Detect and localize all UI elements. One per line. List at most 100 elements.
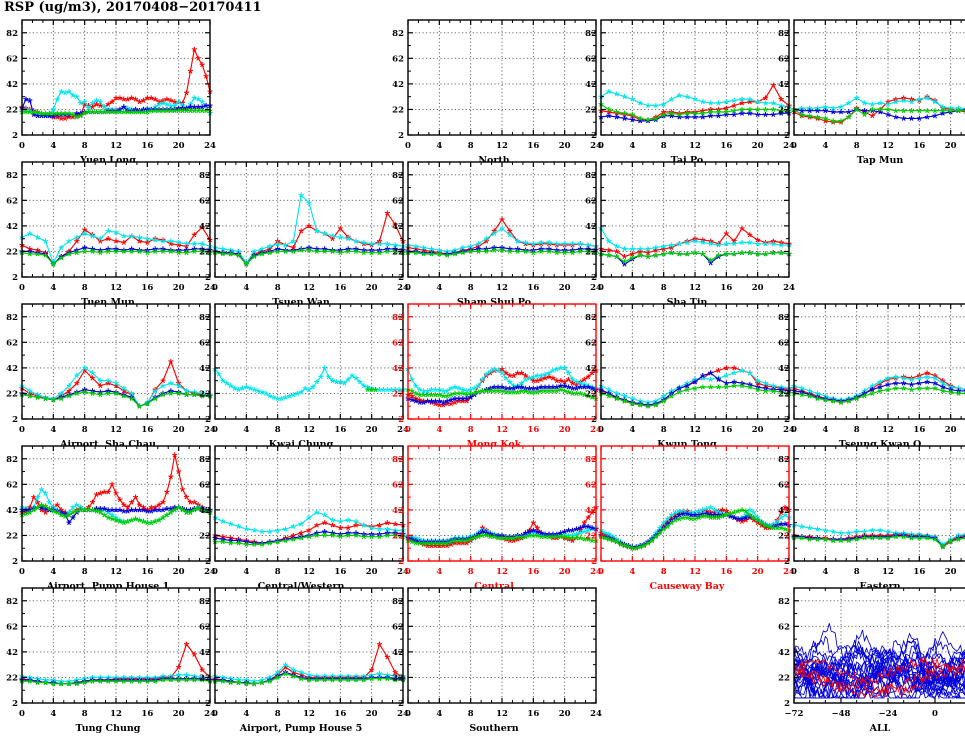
y-tick-label: 22	[778, 532, 790, 542]
y-tick-label: 2	[591, 415, 597, 425]
chart-panel-southern: 2 22 42 62 82 0 4 8 12 16 20 24 Southern	[386, 574, 602, 737]
x-tick-label: 24	[590, 425, 602, 435]
panel-caption: Central/Western	[257, 581, 345, 592]
x-tick-label: 4	[629, 141, 635, 151]
x-tick-label: 0	[791, 141, 797, 151]
grid-lines	[408, 588, 596, 703]
x-tick-label: 20	[752, 425, 764, 435]
x-tick-label: 12	[110, 283, 122, 293]
chart-panel-central: 2 22 42 62 82 0 4 8 12 16 20 24 Central	[386, 432, 602, 595]
x-tick-label: 12	[882, 425, 894, 435]
x-tick-label: 8	[82, 141, 88, 151]
y-tick-label: 22	[199, 390, 211, 400]
y-tick-label: 82	[6, 313, 18, 323]
y-tick-label: 2	[12, 131, 18, 141]
y-tick-label: 2	[784, 415, 790, 425]
chart-panel-airport-sha-chau: 2 22 42 62 82 0 4 8 12 16 20 24 Airport, Sha Chau	[0, 290, 216, 453]
x-tick-label: 16	[334, 709, 346, 719]
chart-panel-mong-kok: 2 22 42 62 82 0 4 8 12 16 20 24 Mong Kok	[386, 290, 602, 453]
y-tick-label: 62	[392, 339, 404, 349]
y-tick-label: 42	[778, 80, 790, 90]
x-tick-label: 8	[468, 567, 474, 577]
y-tick-label: 2	[398, 273, 404, 283]
y-tick-label: 62	[199, 197, 211, 207]
x-tick-label: 24	[204, 425, 216, 435]
y-tick-label: 42	[392, 648, 404, 658]
x-tick-label: 16	[720, 283, 732, 293]
series-cyan	[212, 509, 406, 535]
y-tick-label: 22	[6, 106, 18, 116]
y-tick-label: 62	[392, 55, 404, 65]
x-tick-label: 8	[468, 141, 474, 151]
series-green	[405, 247, 599, 258]
y-tick-label: 22	[6, 532, 18, 542]
y-tick-label: 62	[778, 481, 790, 491]
y-tick-label: 2	[12, 557, 18, 567]
y-tick-label: 22	[585, 248, 597, 258]
y-tick-label: 22	[585, 106, 597, 116]
x-tick-label: −72	[785, 709, 804, 719]
y-tick-label: 82	[392, 171, 404, 181]
x-tick-label: 4	[243, 567, 249, 577]
grid-lines	[601, 304, 789, 419]
x-tick-label: 12	[303, 425, 315, 435]
chart-panel-airport-pump-house-1: 2 22 42 62 82 0 4 8 12 16 20 24 Airport, Pump House …	[0, 432, 216, 595]
series-blue	[793, 652, 965, 681]
chart-panel-airport-pump-house-5: 2 22 42 62 82 0 4 8 12 16 20 24 Airport, Pump House …	[193, 574, 409, 737]
x-tick-label: 24	[590, 567, 602, 577]
y-tick-label: 82	[199, 171, 211, 181]
x-tick-label: 24	[397, 283, 409, 293]
axis-frame	[600, 303, 790, 420]
x-tick-label: 8	[82, 283, 88, 293]
y-tick-label: 62	[778, 339, 790, 349]
x-tick-label: 4	[822, 425, 828, 435]
panel-caption: Causeway Bay	[649, 581, 725, 592]
x-tick-label: 24	[783, 283, 795, 293]
x-tick-label: 4	[436, 709, 442, 719]
panel-caption: Tseung Kwan O	[838, 439, 922, 450]
y-tick-label: 62	[585, 55, 597, 65]
y-tick-label: 2	[398, 699, 404, 709]
x-tick-label: 0	[19, 709, 25, 719]
y-tick-label: 2	[398, 557, 404, 567]
x-tick-label: 16	[527, 141, 539, 151]
chart-panel-sham-shui-po: 2 22 42 62 82 0 4 8 12 16 20 24 Sham Shui Po	[386, 148, 602, 311]
y-tick-label: 62	[392, 481, 404, 491]
x-tick-label: 16	[141, 567, 153, 577]
panel-caption: Sham Shui Po	[456, 297, 532, 308]
x-tick-label: 0	[791, 425, 797, 435]
y-tick-label: 42	[199, 506, 211, 516]
x-tick-label: 8	[275, 283, 281, 293]
x-tick-label: 24	[783, 567, 795, 577]
y-tick-label: 22	[199, 532, 211, 542]
x-tick-label: 8	[82, 425, 88, 435]
y-tick-label: 42	[778, 364, 790, 374]
x-tick-label: 4	[436, 567, 442, 577]
y-tick-label: 62	[199, 339, 211, 349]
y-tick-label: 42	[585, 364, 597, 374]
panel-caption: Airport, Pump House 5	[239, 723, 363, 734]
x-tick-label: 8	[468, 283, 474, 293]
x-tick-label: 4	[243, 425, 249, 435]
y-tick-label: 42	[199, 648, 211, 658]
y-tick-label: 2	[398, 131, 404, 141]
y-tick-label: 42	[778, 648, 790, 658]
series-green	[598, 383, 792, 409]
x-tick-label: 8	[275, 425, 281, 435]
y-tick-label: 42	[585, 506, 597, 516]
x-tick-label: 20	[945, 567, 957, 577]
y-tick-label: 82	[778, 597, 790, 607]
axis-frame	[600, 19, 790, 136]
y-tick-label: 82	[199, 455, 211, 465]
y-tick-label: 82	[6, 455, 18, 465]
series-blue	[791, 106, 965, 121]
x-tick-label: 0	[19, 283, 25, 293]
x-tick-label: 12	[882, 141, 894, 151]
x-tick-label: 0	[932, 709, 938, 719]
y-tick-label: 82	[392, 313, 404, 323]
x-tick-label: 4	[50, 709, 56, 719]
x-tick-label: 12	[110, 425, 122, 435]
x-tick-label: 24	[590, 709, 602, 719]
x-tick-label: 0	[598, 283, 604, 293]
x-tick-label: 16	[334, 425, 346, 435]
